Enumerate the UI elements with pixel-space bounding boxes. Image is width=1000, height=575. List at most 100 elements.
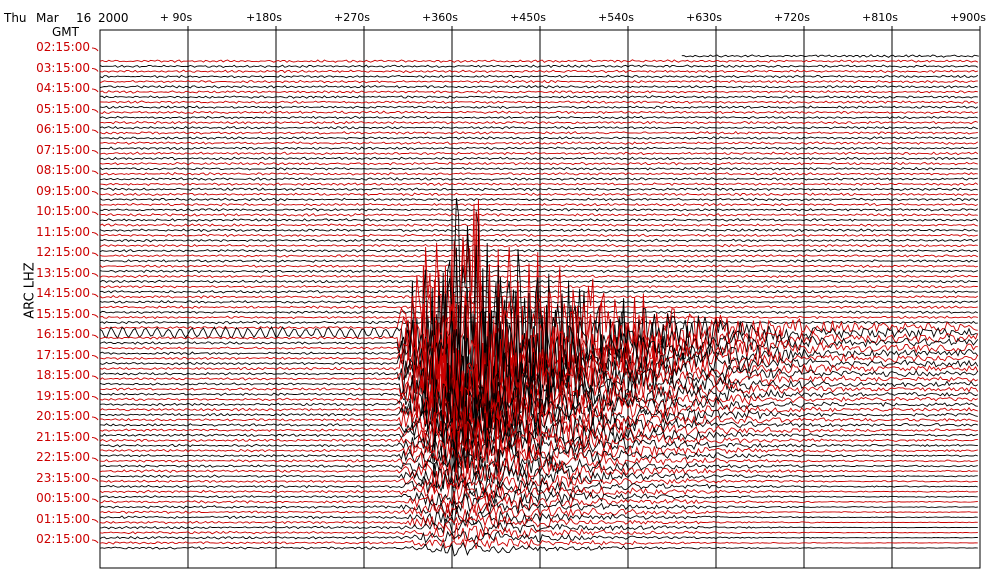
trace-line (99, 243, 978, 248)
trace-line (99, 177, 978, 181)
trace-line (99, 197, 979, 202)
trace-line (99, 464, 978, 496)
header-month: Mar (36, 11, 59, 25)
row-label: 19:15:00 (36, 388, 90, 403)
trace-line (99, 506, 978, 527)
x-tick-label: +180s (246, 11, 282, 24)
row-label: 04:15:00 (36, 81, 90, 95)
trace-line (99, 254, 979, 258)
row-label-hook (91, 519, 99, 523)
header-day: Thu (4, 11, 27, 25)
trace-line (99, 502, 978, 523)
trace-line (99, 182, 979, 186)
row-label: 15:15:00 (36, 306, 90, 321)
trace-line (99, 115, 978, 120)
trace-line (99, 437, 978, 475)
trace-group (99, 54, 979, 557)
trace-line (99, 419, 978, 474)
row-label-hook (91, 375, 99, 380)
trace-line (99, 238, 978, 243)
trace-line (99, 265, 979, 449)
trace-line (99, 95, 978, 99)
row-label: 05:15:00 (36, 101, 90, 116)
trace-line (99, 364, 978, 447)
trace-line (99, 443, 978, 488)
trace-line (99, 151, 979, 156)
plot-grid (91, 26, 981, 569)
trace-line (99, 172, 978, 176)
trace-line (99, 161, 978, 166)
trace-line (99, 438, 978, 476)
trace-line (99, 84, 978, 89)
trace-line (99, 90, 978, 94)
row-label: 10:15:00 (36, 204, 90, 218)
x-tick-label: +450s (510, 11, 546, 24)
trace-line (99, 256, 978, 441)
row-label-hook (91, 457, 99, 462)
row-label-hook (91, 47, 99, 52)
trace-line (99, 69, 978, 74)
trace-line (99, 541, 978, 557)
row-label-hook (91, 334, 99, 339)
row-label-hook (91, 478, 99, 482)
trace-line (99, 225, 979, 472)
y-axis-label: ARC LHZ (22, 262, 38, 319)
trace-line (99, 233, 978, 238)
row-label: 20:15:00 (36, 409, 90, 423)
row-label-hook (91, 211, 99, 216)
row-label-hook (91, 150, 99, 154)
trace-line (99, 120, 978, 125)
trace-line (99, 166, 978, 171)
trace-line (99, 493, 978, 518)
trace-line (99, 192, 978, 197)
row-label: 18:15:00 (36, 368, 90, 382)
trace-line (99, 213, 978, 217)
trace-line (99, 293, 979, 452)
row-label-hook (91, 232, 99, 236)
trace-line (99, 460, 978, 491)
trace-line (99, 59, 979, 63)
row-label-hook (91, 109, 99, 113)
row-label: 17:15:00 (36, 347, 90, 362)
row-label: 12:15:00 (36, 245, 90, 259)
row-label: 02:15:00 (36, 40, 90, 54)
trace-line (99, 130, 978, 135)
trace-line (99, 207, 979, 212)
row-label: 09:15:00 (36, 183, 90, 198)
trace-line (99, 424, 978, 474)
row-label: 21:15:00 (36, 429, 90, 444)
row-label-hook (91, 355, 99, 359)
row-label: 22:15:00 (36, 450, 90, 464)
row-label: 14:15:00 (36, 286, 90, 300)
trace-line (99, 105, 979, 110)
trace-line (99, 100, 978, 104)
trace-line (99, 388, 978, 465)
trace-line (99, 264, 978, 268)
trace-line (99, 408, 978, 470)
header-year: 2000 (98, 11, 129, 25)
x-tick-label: +630s (686, 11, 722, 24)
trace-line (99, 274, 978, 279)
row-label: 03:15:00 (36, 60, 90, 75)
x-tick-label: +720s (774, 11, 810, 24)
row-label: 11:15:00 (36, 224, 90, 239)
header-timezone: GMT (52, 25, 79, 39)
trace-line (99, 329, 978, 455)
trace-line (99, 228, 978, 233)
row-label-hook (91, 129, 99, 134)
trace-line (99, 74, 979, 79)
trace-line (99, 218, 979, 222)
x-tick-label: + 90s (159, 11, 193, 24)
trace-line (99, 530, 978, 544)
trace-line (99, 125, 978, 130)
trace-line (99, 373, 978, 453)
header-date: 16 (76, 11, 92, 25)
x-tick-label: +540s (598, 11, 634, 24)
trace-line (99, 522, 978, 542)
row-label-hook (91, 314, 99, 318)
x-tick-label: +810s (862, 11, 898, 24)
row-label: 13:15:00 (36, 265, 90, 280)
row-label-hook (91, 88, 99, 93)
row-label-hook (91, 191, 99, 195)
trace-line (99, 197, 978, 447)
